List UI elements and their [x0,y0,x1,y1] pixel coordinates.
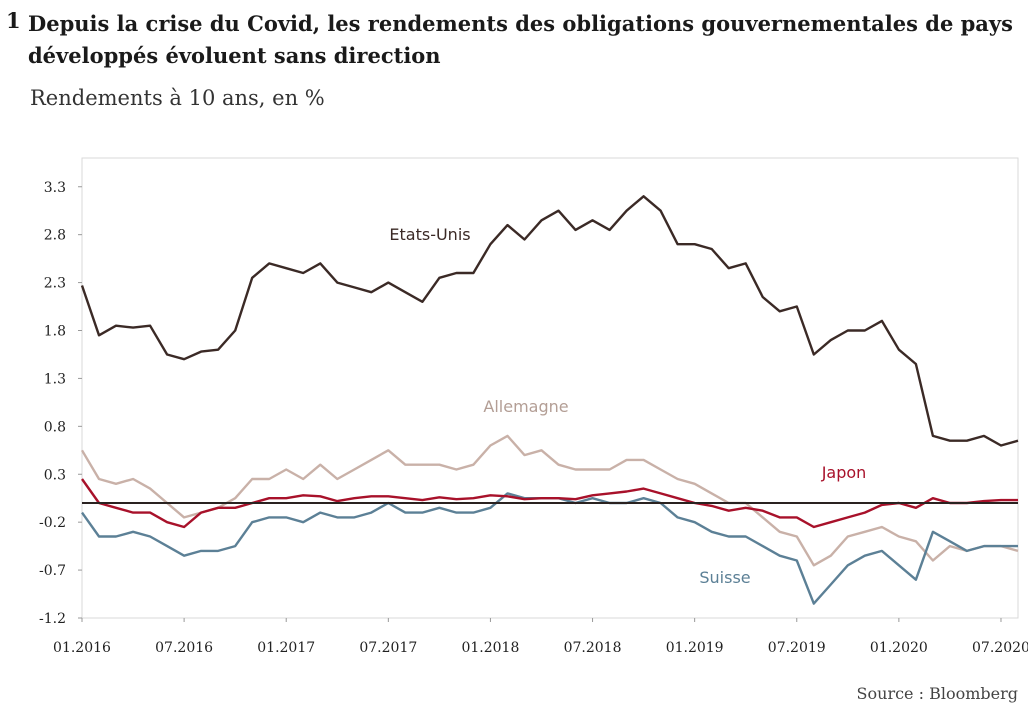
x-tick-label: 01.2019 [666,640,724,656]
figure-number: 1 [6,8,21,33]
x-tick-label: 07.2017 [359,640,417,656]
series-line-japon [81,478,1018,529]
y-tick-label: -0.2 [39,515,66,531]
chart-subtitle: Rendements à 10 ans, en % [30,86,325,110]
y-tick-label: 2.3 [44,276,66,292]
series-label: Japon [821,463,867,482]
y-tick-label: 1.3 [44,371,66,387]
series-line-allemagne [80,434,1019,567]
y-tick-label: -0.7 [39,563,66,579]
x-tick-label: 01.2016 [53,640,111,656]
series-label: Suisse [699,568,750,587]
source-note: Source : Bloomberg [856,684,1018,703]
plot-border [81,157,1019,619]
x-tick-label: 01.2017 [257,640,315,656]
series-line-etats-unis [80,195,1019,447]
series-label: Etats-Unis [389,225,470,244]
y-axis-ticks: 3.3 2.8 2.3 1.8 1.3 0.8 0.3 -0.2 -0.7 -1.2 [39,180,82,627]
x-tick-label: 07.2019 [768,640,826,656]
series-labels: Etats-Unis Allemagne Japon Suisse [389,225,866,587]
line-chart: 3.3 2.8 2.3 1.8 1.3 0.8 0.3 -0.2 -0.7 -1.2 01.201… [39,157,1028,656]
chart-title: Depuis la crise du Covid, les rendements… [28,11,1013,68]
plot-frame [81,157,1019,619]
y-tick-label: 0.8 [44,419,66,435]
series-line-suisse [81,492,1018,605]
series-lines [80,195,1019,605]
y-tick-label: 0.3 [44,467,66,483]
y-tick-label: 1.8 [44,324,66,340]
x-tick-label: 07.2018 [564,640,622,656]
x-axis-ticks: 01.2016 07.2016 01.2017 07.2017 01.2018 07.20… [53,618,1028,656]
x-tick-label: 01.2020 [870,640,928,656]
y-tick-label: 2.8 [44,228,66,244]
x-tick-label: 01.2018 [461,640,519,656]
x-tick-label: 07.2016 [155,640,213,656]
series-label: Allemagne [483,397,568,416]
y-tick-label: 3.3 [44,180,66,196]
x-tick-label: 07.2020 [972,640,1028,656]
y-tick-label: -1.2 [39,611,66,627]
